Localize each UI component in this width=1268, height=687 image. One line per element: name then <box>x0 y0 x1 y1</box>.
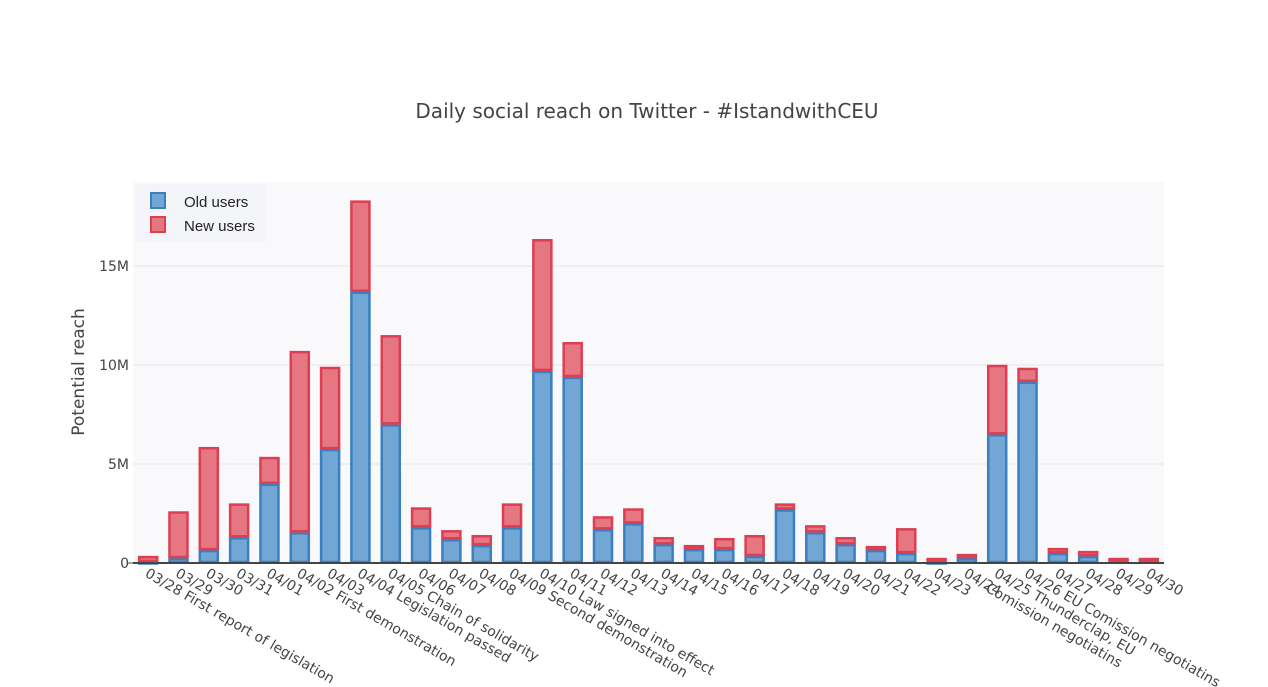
bar-old-users[interactable] <box>805 532 826 564</box>
bar-new-users[interactable] <box>1138 557 1160 562</box>
bar-old-users[interactable] <box>744 555 765 564</box>
bar-new-users[interactable] <box>1077 550 1099 557</box>
bar-old-users[interactable] <box>895 552 917 564</box>
y-tick-label: 0 <box>120 556 129 572</box>
bar-old-users[interactable] <box>956 557 978 564</box>
bar-new-users[interactable] <box>259 456 280 485</box>
bar-new-users[interactable] <box>835 537 856 545</box>
y-axis: 0 5M 10M 15M <box>99 259 129 572</box>
bar-new-users[interactable] <box>1047 547 1069 554</box>
bar-new-users[interactable] <box>289 350 311 533</box>
bar-old-users[interactable] <box>1077 555 1099 564</box>
legend-swatch-old-users[interactable] <box>150 192 166 209</box>
bar-new-users[interactable] <box>137 555 159 563</box>
bar-old-users[interactable] <box>714 548 735 564</box>
legend-swatch-new-users[interactable] <box>150 216 166 233</box>
bar-old-users[interactable] <box>653 543 674 564</box>
bars <box>137 200 1160 565</box>
bar-old-users[interactable] <box>562 376 583 564</box>
bar-new-users[interactable] <box>653 537 674 545</box>
bar-new-users[interactable] <box>228 503 250 538</box>
y-tick-label: 15M <box>99 259 129 275</box>
bar-new-users[interactable] <box>501 503 523 528</box>
bar-new-users[interactable] <box>774 503 796 510</box>
bar-new-users[interactable] <box>562 341 583 378</box>
plot-area <box>133 182 1164 563</box>
bar-new-users[interactable] <box>532 239 553 372</box>
bar-new-users[interactable] <box>895 528 917 554</box>
bar-old-users[interactable] <box>501 527 523 564</box>
y-axis-label: Potential reach <box>69 308 89 436</box>
bar-old-users[interactable] <box>532 370 553 564</box>
bar-old-users[interactable] <box>774 509 796 564</box>
bar-new-users[interactable] <box>319 366 341 450</box>
bar-old-users[interactable] <box>198 549 220 564</box>
bar-new-users[interactable] <box>714 538 735 550</box>
bar-new-users[interactable] <box>168 511 189 559</box>
legend-label-new-users[interactable]: New users <box>184 218 255 235</box>
bar-old-users[interactable] <box>259 483 280 564</box>
bar-old-users[interactable] <box>835 543 856 564</box>
bar-new-users[interactable] <box>441 530 462 540</box>
bar-new-users[interactable] <box>865 545 887 551</box>
legend-label-old-users[interactable]: Old users <box>184 194 248 211</box>
bar-old-users[interactable] <box>228 537 250 564</box>
bar-old-users[interactable] <box>1047 552 1069 564</box>
bar-old-users[interactable] <box>289 532 311 564</box>
bar-old-users[interactable] <box>683 548 705 564</box>
bar-new-users[interactable] <box>592 516 614 530</box>
bar-new-users[interactable] <box>380 335 402 425</box>
bar-new-users[interactable] <box>350 200 371 292</box>
bar-old-users[interactable] <box>986 434 1008 564</box>
bar-old-users[interactable] <box>865 549 887 564</box>
bar-old-users[interactable] <box>623 523 644 564</box>
bar-old-users[interactable] <box>471 544 492 564</box>
bar-new-users[interactable] <box>926 557 947 563</box>
bar-new-users[interactable] <box>410 507 432 528</box>
bar-old-users[interactable] <box>380 424 402 564</box>
bar-old-users[interactable] <box>592 529 614 564</box>
bar-new-users[interactable] <box>623 508 644 524</box>
y-tick-label: 5M <box>108 457 129 473</box>
bar-new-users[interactable] <box>471 535 492 546</box>
bar-old-users[interactable] <box>410 527 432 564</box>
bar-old-users[interactable] <box>168 557 189 564</box>
bar-new-users[interactable] <box>1017 367 1038 383</box>
bar-new-users[interactable] <box>956 553 978 559</box>
bar-new-users[interactable] <box>683 544 705 550</box>
bar-old-users[interactable] <box>1017 381 1038 564</box>
bar-new-users[interactable] <box>198 446 220 551</box>
bar-new-users[interactable] <box>744 535 765 557</box>
bar-old-users[interactable] <box>441 538 462 564</box>
chart-title: Daily social reach on Twitter - #Istandw… <box>415 99 878 123</box>
bar-new-users[interactable] <box>805 525 826 533</box>
bar-new-users[interactable] <box>1108 557 1129 562</box>
legend: Old users New users <box>135 184 266 242</box>
bar-old-users[interactable] <box>350 291 371 564</box>
y-tick-label: 10M <box>99 358 129 374</box>
bar-new-users[interactable] <box>986 364 1008 435</box>
bar-old-users[interactable] <box>319 448 341 564</box>
